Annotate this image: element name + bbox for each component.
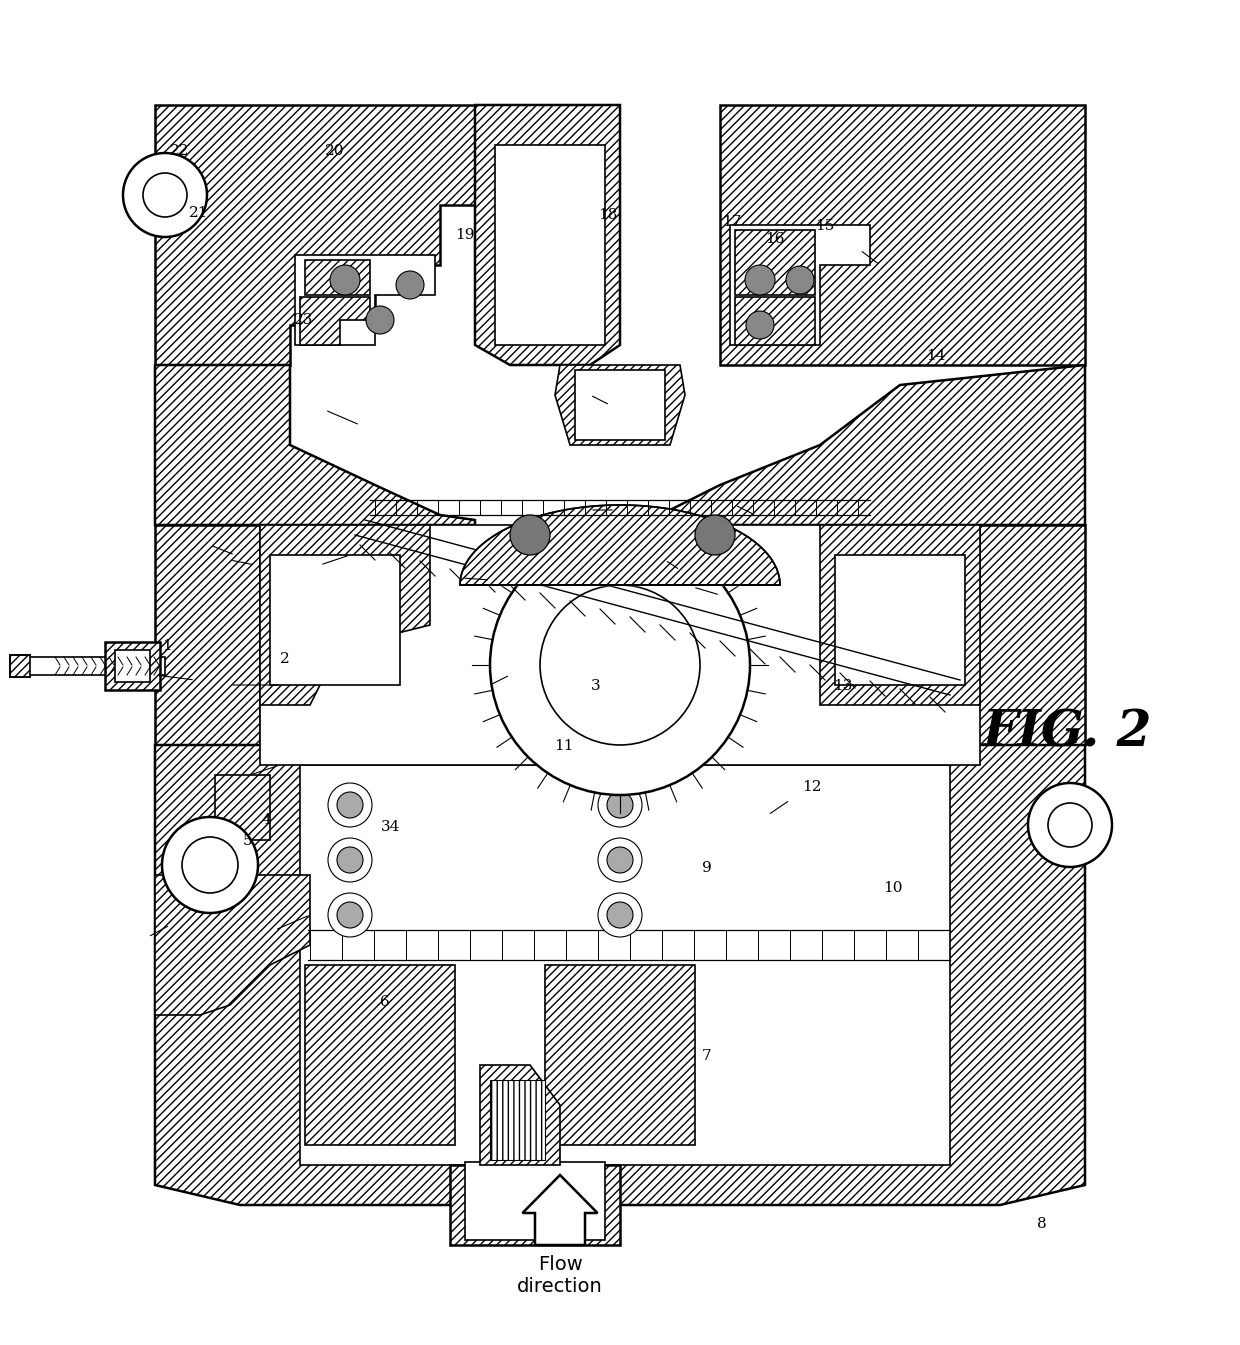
Text: 7: 7 — [702, 1049, 712, 1063]
Text: 13: 13 — [833, 679, 853, 693]
Text: 16: 16 — [765, 233, 785, 246]
Text: 15: 15 — [815, 219, 835, 233]
Circle shape — [396, 270, 424, 299]
Text: 21: 21 — [188, 206, 208, 219]
Polygon shape — [215, 775, 270, 841]
Circle shape — [366, 307, 394, 334]
Polygon shape — [460, 504, 780, 585]
Circle shape — [329, 893, 372, 937]
Circle shape — [608, 792, 632, 818]
Text: 6: 6 — [379, 995, 389, 1009]
Polygon shape — [480, 1065, 560, 1165]
Polygon shape — [155, 876, 310, 1015]
Text: 9: 9 — [702, 861, 712, 874]
Circle shape — [694, 515, 735, 555]
Text: Flow
direction: Flow direction — [517, 1255, 603, 1297]
Bar — [260, 525, 980, 765]
Circle shape — [162, 816, 258, 913]
Text: 11: 11 — [554, 740, 574, 753]
Text: 5: 5 — [243, 834, 253, 847]
Circle shape — [598, 783, 642, 827]
Circle shape — [337, 792, 363, 818]
Bar — [10, 656, 165, 675]
Circle shape — [539, 585, 701, 745]
Bar — [465, 1162, 605, 1240]
Polygon shape — [475, 105, 620, 364]
Circle shape — [608, 902, 632, 928]
Text: 23: 23 — [294, 313, 314, 327]
Polygon shape — [450, 1165, 620, 1245]
Polygon shape — [720, 105, 1085, 364]
Circle shape — [1028, 783, 1112, 868]
Text: 18: 18 — [598, 208, 618, 222]
Text: 17: 17 — [722, 215, 742, 229]
Text: 20: 20 — [325, 144, 345, 157]
Polygon shape — [155, 745, 1085, 1205]
Bar — [10, 655, 30, 677]
Circle shape — [490, 535, 750, 795]
Circle shape — [182, 837, 238, 893]
Bar — [105, 642, 160, 690]
Text: 10: 10 — [883, 881, 903, 894]
Polygon shape — [556, 364, 684, 445]
Circle shape — [608, 847, 632, 873]
Circle shape — [1048, 803, 1092, 847]
Circle shape — [746, 311, 774, 339]
Bar — [270, 555, 401, 685]
Text: 4: 4 — [262, 814, 272, 827]
Polygon shape — [155, 525, 260, 745]
Circle shape — [329, 783, 372, 827]
Circle shape — [330, 265, 360, 295]
Circle shape — [123, 153, 207, 237]
Polygon shape — [495, 145, 605, 346]
Polygon shape — [820, 525, 980, 705]
Polygon shape — [300, 297, 370, 346]
FancyArrow shape — [522, 1176, 598, 1245]
Polygon shape — [300, 765, 950, 1165]
Polygon shape — [839, 525, 1085, 745]
Circle shape — [745, 265, 775, 295]
Polygon shape — [546, 964, 694, 1145]
Polygon shape — [155, 364, 475, 525]
Polygon shape — [305, 964, 455, 1145]
Text: FIG. 2: FIG. 2 — [982, 709, 1151, 757]
Text: 19: 19 — [455, 229, 475, 242]
Text: 2: 2 — [280, 652, 290, 666]
Polygon shape — [735, 297, 815, 346]
Circle shape — [510, 515, 551, 555]
Polygon shape — [155, 105, 520, 364]
Text: 22: 22 — [170, 144, 190, 157]
Text: 14: 14 — [926, 350, 946, 363]
Circle shape — [337, 902, 363, 928]
Circle shape — [329, 838, 372, 882]
Text: 34: 34 — [381, 820, 401, 834]
Polygon shape — [735, 230, 815, 295]
Polygon shape — [305, 260, 370, 295]
Bar — [835, 555, 965, 685]
Bar — [115, 650, 150, 682]
Circle shape — [598, 838, 642, 882]
Text: 3: 3 — [590, 679, 600, 693]
Bar — [490, 1080, 546, 1159]
Circle shape — [786, 266, 813, 295]
Text: 12: 12 — [802, 780, 822, 794]
Polygon shape — [295, 256, 435, 346]
Bar — [605, 525, 635, 646]
Polygon shape — [730, 225, 870, 346]
Text: 8: 8 — [1037, 1217, 1047, 1231]
Text: 1: 1 — [162, 639, 172, 652]
Polygon shape — [575, 370, 665, 440]
Polygon shape — [620, 364, 1085, 525]
Circle shape — [143, 174, 187, 217]
Circle shape — [337, 847, 363, 873]
Polygon shape — [260, 525, 430, 705]
Circle shape — [598, 893, 642, 937]
